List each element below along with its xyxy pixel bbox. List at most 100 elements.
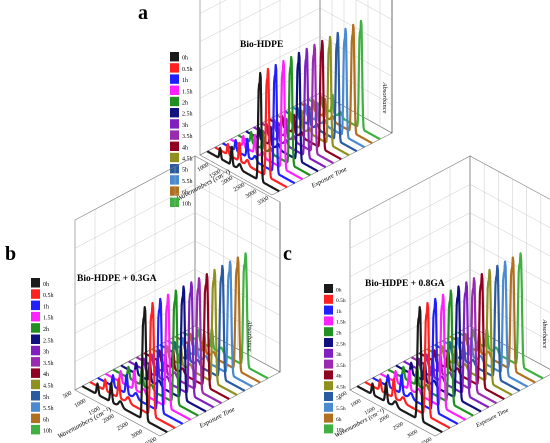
- legend-label: 6h: [336, 417, 342, 423]
- x-tick-label: 3500: [145, 437, 158, 443]
- legend-label: 6h: [43, 417, 49, 423]
- legend-label: 3.5h: [182, 134, 193, 140]
- legend-swatch: [324, 348, 333, 358]
- series-line-1h: [222, 63, 296, 185]
- z-axis-label: Absorbance: [541, 319, 547, 349]
- legend-swatch: [170, 74, 179, 84]
- legend-swatch: [324, 305, 333, 315]
- gridline: [349, 184, 471, 249]
- series-line-0h: [81, 306, 168, 434]
- x-tick-label: 2000: [378, 413, 391, 424]
- legend-swatch: [170, 175, 179, 185]
- legend-swatch: [31, 413, 40, 424]
- x-tick-label: 3000: [406, 429, 419, 440]
- legend-swatch: [31, 368, 40, 378]
- x-axis-label: Wavenumbers (cm⁻¹): [334, 407, 386, 439]
- legend-label: 0h: [336, 287, 342, 293]
- legend-label: 0h: [43, 282, 49, 288]
- legend-label: 1h: [43, 304, 49, 310]
- legend-label: 2.5h: [43, 338, 54, 344]
- legend-label: 4h: [336, 374, 342, 380]
- x-tick-label: 2500: [233, 182, 246, 193]
- x-tick-label: 3500: [420, 436, 433, 443]
- legend-swatch: [31, 402, 40, 412]
- legend-swatch: [324, 413, 333, 423]
- legend-label: 5.5h: [182, 179, 193, 185]
- legend-label: 0.5h: [336, 298, 346, 304]
- legend-swatch: [324, 370, 333, 380]
- series-line-1h: [372, 297, 459, 425]
- legend-swatch: [170, 63, 179, 73]
- legend-label: 2.5h: [182, 112, 193, 118]
- gridline: [74, 184, 196, 249]
- legend-label: 1.5h: [336, 320, 346, 326]
- legend-swatch: [324, 316, 333, 326]
- chart-title: Bio-HDPE + 0.8GA: [365, 279, 445, 289]
- series-line-0_5h: [214, 67, 288, 189]
- legend-swatch: [324, 338, 333, 347]
- series-line-0_5h: [89, 301, 176, 430]
- x-tick-label: 1000: [350, 398, 363, 409]
- legend-swatch: [170, 119, 179, 129]
- legend-label: 1h: [336, 309, 342, 315]
- legend-label: 0.5h: [43, 293, 54, 299]
- legend-label: 2h: [336, 331, 342, 337]
- legend-label: 1.5h: [182, 89, 193, 95]
- series-line-0h: [206, 71, 280, 193]
- x-tick-label: 3000: [130, 429, 143, 440]
- legend-swatch: [31, 278, 40, 288]
- legend-swatch: [170, 52, 179, 62]
- legend: 0h 0.5h 1h 1.5h 2h 2.5h 3h 3.5h 4h 4.5h 5h 5.5h 6h 10…: [324, 284, 346, 434]
- x-tick-label: 2500: [392, 421, 405, 432]
- legend-label: 6h: [182, 190, 188, 196]
- gridline: [199, 0, 227, 14]
- x-tick-label: 2000: [221, 176, 234, 187]
- legend-label: 3.5h: [336, 363, 346, 369]
- legend-label: 1h: [182, 78, 188, 84]
- gridline: [194, 184, 281, 231]
- x-tick-label: 1000: [197, 162, 210, 173]
- series-line-1_5h: [229, 59, 303, 181]
- legend-label: 3h: [182, 123, 188, 129]
- legend-swatch: [324, 381, 333, 391]
- x-tick-label: 2000: [102, 414, 115, 425]
- series-line-1h: [97, 297, 184, 425]
- legend-label: 4.5h: [336, 385, 346, 391]
- chart-panel-c: c 3500 3000 2500 2000 1500 1000 500 Wavenumbers…: [275, 155, 550, 443]
- legend-label: 5h: [43, 395, 49, 401]
- legend-swatch: [31, 379, 40, 390]
- legend-swatch: [324, 284, 333, 293]
- x-tick-label: 1500: [209, 169, 222, 180]
- legend-swatch: [324, 294, 333, 304]
- legend-swatch: [170, 152, 179, 163]
- chart-panel-a: a 3500 3000 2500 2000 1500 1000 Wavenumbers (c…: [138, 0, 410, 218]
- legend-label: 10h: [182, 201, 191, 207]
- legend-swatch: [31, 300, 40, 311]
- legend-swatch: [170, 85, 179, 95]
- legend-swatch: [31, 334, 40, 344]
- legend-swatch: [31, 357, 40, 367]
- legend-swatch: [31, 391, 40, 401]
- z-axis-label: Absorbance: [381, 81, 388, 113]
- x-tick-label: 500: [338, 390, 348, 399]
- legend-label: 0.5h: [182, 67, 193, 73]
- legend-label: 10h: [43, 429, 52, 435]
- axes-box: [199, 0, 393, 196]
- legend-label: 5.5h: [43, 406, 54, 412]
- x-tick-label: 3500: [257, 196, 270, 207]
- legend-swatch: [324, 327, 333, 337]
- legend-swatch: [31, 345, 40, 356]
- legend-label: 3.5h: [43, 361, 54, 367]
- legend-swatch: [324, 359, 333, 369]
- chart-title: Bio-HDPE + 0.3GA: [77, 274, 157, 284]
- chart-panel-b: b 3500 3000 2500 2000 1500 1000 500 Wavenumbers…: [0, 155, 281, 443]
- x-tick-label: 1000: [74, 398, 87, 409]
- legend-label: 3h: [43, 350, 49, 356]
- legend-swatch: [31, 311, 40, 322]
- legend-label: 2h: [43, 327, 49, 333]
- legend-swatch: [324, 402, 333, 412]
- legend-swatch: [170, 130, 179, 140]
